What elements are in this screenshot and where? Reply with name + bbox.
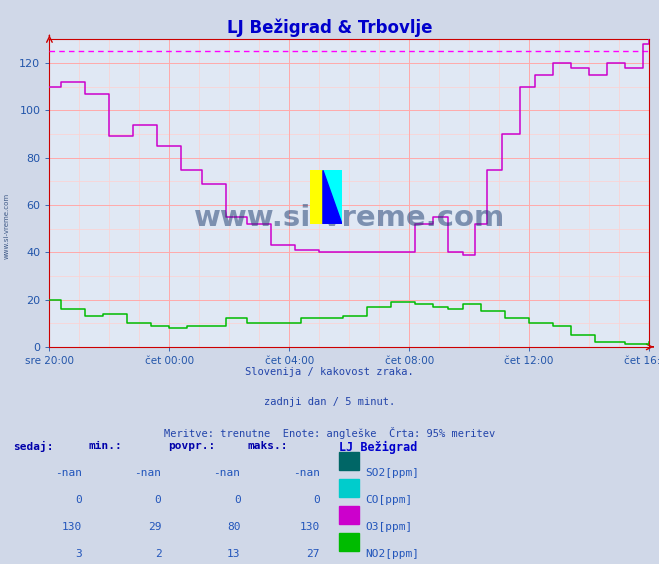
- Polygon shape: [323, 170, 342, 224]
- Text: LJ Bežigrad: LJ Bežigrad: [339, 441, 418, 454]
- Text: 27: 27: [306, 549, 320, 559]
- Text: www.si-vreme.com: www.si-vreme.com: [3, 192, 10, 259]
- Text: 80: 80: [227, 522, 241, 532]
- Text: NO2[ppm]: NO2[ppm]: [366, 549, 420, 559]
- Text: -nan: -nan: [293, 468, 320, 478]
- Text: O3[ppm]: O3[ppm]: [366, 522, 413, 532]
- Text: -nan: -nan: [214, 468, 241, 478]
- Text: 0: 0: [76, 495, 82, 505]
- Text: povpr.:: povpr.:: [168, 441, 215, 451]
- Text: LJ Bežigrad & Trbovlje: LJ Bežigrad & Trbovlje: [227, 18, 432, 37]
- Text: -nan: -nan: [134, 468, 161, 478]
- Text: 0: 0: [234, 495, 241, 505]
- Text: 29: 29: [148, 522, 161, 532]
- Text: zadnji dan / 5 minut.: zadnji dan / 5 minut.: [264, 397, 395, 407]
- Bar: [339, 506, 359, 524]
- Bar: [339, 479, 359, 497]
- Text: 130: 130: [62, 522, 82, 532]
- Text: CO[ppm]: CO[ppm]: [366, 495, 413, 505]
- Text: sedaj:: sedaj:: [13, 441, 53, 452]
- Bar: [339, 452, 359, 470]
- Bar: [339, 533, 359, 551]
- Text: Slovenija / kakovost zraka.: Slovenija / kakovost zraka.: [245, 367, 414, 377]
- Text: 3: 3: [76, 549, 82, 559]
- Text: SO2[ppm]: SO2[ppm]: [366, 468, 420, 478]
- Text: maks.:: maks.:: [247, 441, 287, 451]
- Text: -nan: -nan: [55, 468, 82, 478]
- Text: Meritve: trenutne  Enote: angleške  Črta: 95% meritev: Meritve: trenutne Enote: angleške Črta: …: [164, 427, 495, 439]
- Text: 130: 130: [299, 522, 320, 532]
- Text: 2: 2: [155, 549, 161, 559]
- Text: min.:: min.:: [89, 441, 123, 451]
- Text: 0: 0: [155, 495, 161, 505]
- Text: www.si-vreme.com: www.si-vreme.com: [194, 204, 505, 232]
- Text: 0: 0: [313, 495, 320, 505]
- Polygon shape: [323, 170, 342, 224]
- Text: 13: 13: [227, 549, 241, 559]
